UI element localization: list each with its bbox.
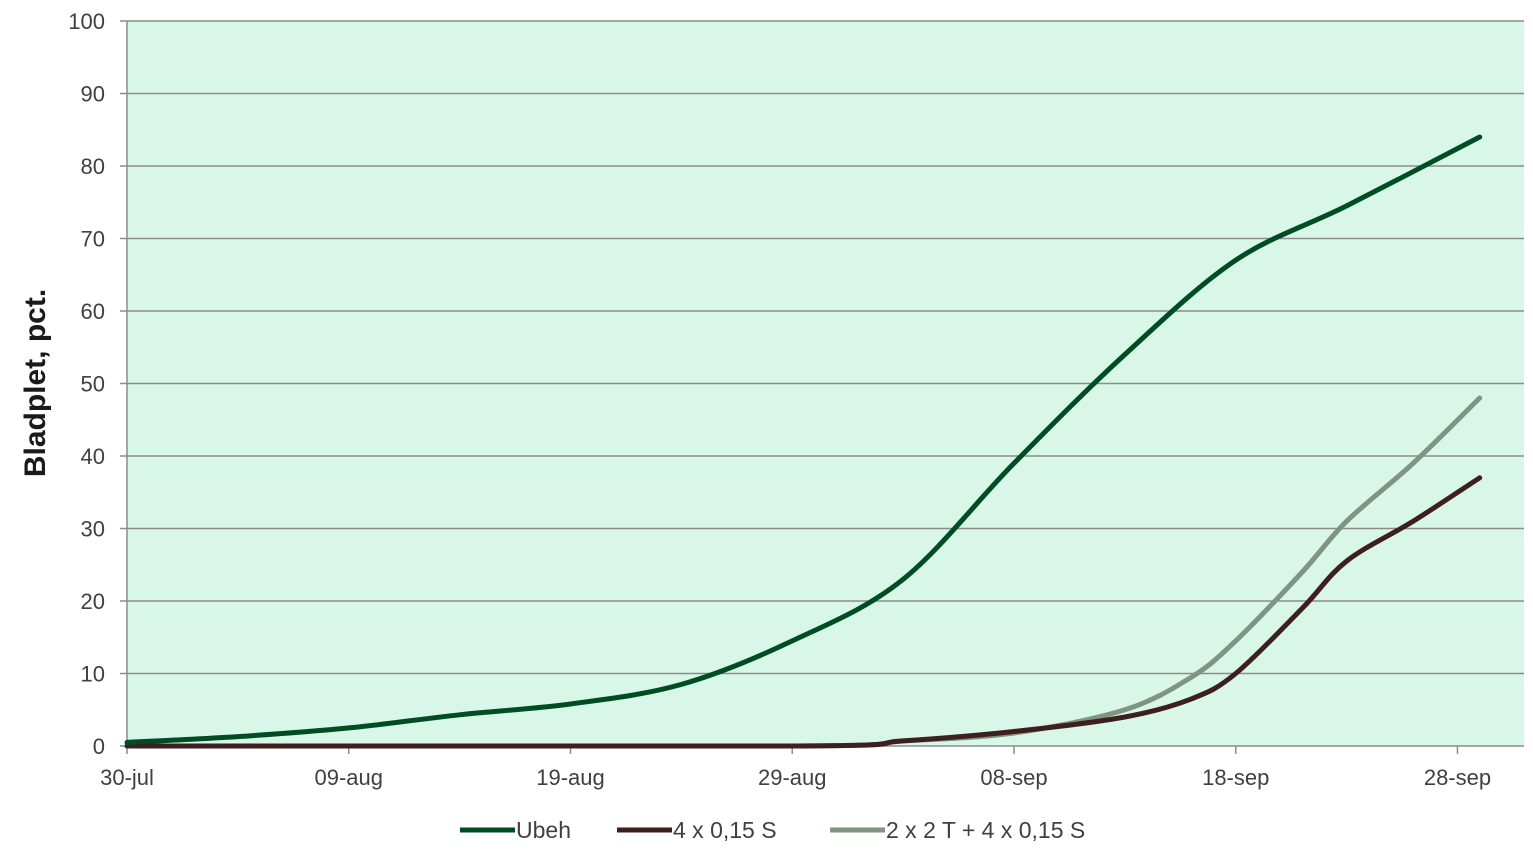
- x-tick-label: 28-sep: [1424, 765, 1491, 790]
- y-tick-label: 90: [81, 82, 105, 107]
- axes: 0 10 20 30 40 50 60 70 80 90 100 30-jul 09-aug 19-aug…: [68, 9, 1524, 790]
- series-line-ubeh: [124, 134, 1483, 745]
- y-axis-label: Bladplet, pct.: [19, 289, 52, 477]
- series-line-4-x-0-15-s: [124, 475, 1483, 749]
- x-tick-label: 09-aug: [314, 765, 383, 790]
- legend-label: 4 x 0,15 S: [673, 817, 777, 843]
- y-tick-label: 60: [81, 299, 105, 324]
- y-tick-label: 40: [81, 444, 105, 469]
- x-tick-label: 30-jul: [100, 765, 154, 790]
- y-tick-label: 100: [68, 9, 105, 34]
- x-tick-label: 19-aug: [536, 765, 605, 790]
- x-tick-label: 18-sep: [1202, 765, 1269, 790]
- x-tick-label: 29-aug: [758, 765, 827, 790]
- legend-label: 2 x 2 T + 4 x 0,15 S: [886, 817, 1085, 843]
- legend: Ubeh 4 x 0,15 S 2 x 2 T + 4 x 0,15 S: [460, 817, 1085, 843]
- x-tick-label: 08-sep: [980, 765, 1047, 790]
- y-tick-label: 70: [81, 227, 105, 252]
- y-tick-label: 20: [81, 589, 105, 614]
- y-tick-label: 0: [93, 734, 105, 759]
- y-tick-label: 80: [81, 154, 105, 179]
- gridlines: [127, 20, 1524, 675]
- legend-label: Ubeh: [516, 817, 571, 843]
- y-tick-label: 30: [81, 517, 105, 542]
- y-tick-label: 50: [81, 372, 105, 397]
- y-tick-label: 10: [81, 662, 105, 687]
- series-lines: [124, 134, 1483, 749]
